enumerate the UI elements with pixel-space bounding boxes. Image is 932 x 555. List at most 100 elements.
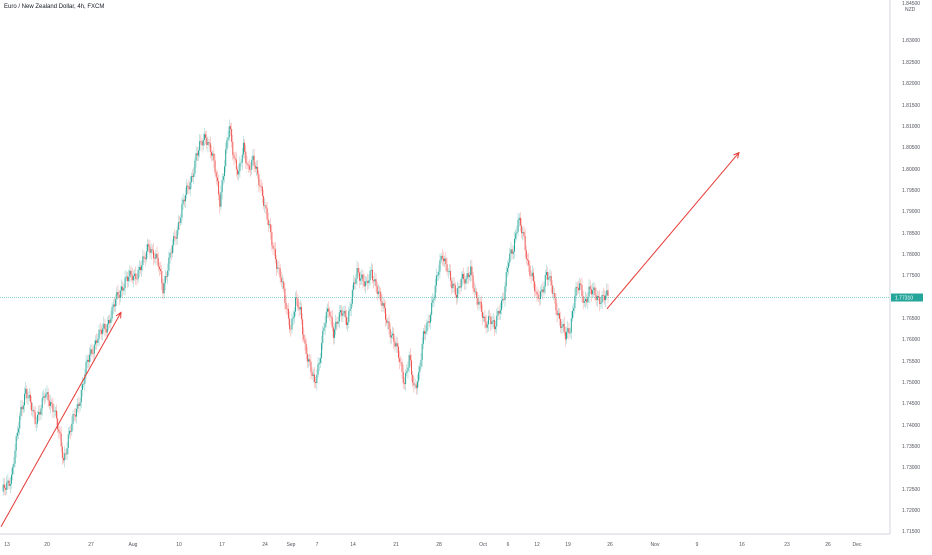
- candle-body: [156, 253, 158, 259]
- candle-body: [485, 321, 487, 328]
- candle-body: [400, 362, 402, 363]
- x-tick-label: Aug: [129, 542, 138, 548]
- candle-body: [502, 298, 504, 301]
- candle-body: [130, 270, 132, 275]
- candle-body: [548, 277, 550, 280]
- candle-body: [196, 153, 198, 156]
- candle-body: [244, 142, 246, 152]
- candle-body: [308, 359, 310, 362]
- candle-body: [554, 293, 556, 299]
- candle-body: [396, 343, 398, 347]
- candle-body: [504, 286, 506, 300]
- x-tick-label: 10: [176, 542, 182, 548]
- candle-body: [344, 310, 346, 318]
- candle-body: [447, 271, 449, 272]
- candle-body: [18, 428, 20, 433]
- candle-body: [271, 232, 273, 246]
- candle-body: [70, 430, 72, 432]
- candle-body: [209, 143, 211, 152]
- candle-body: [273, 248, 275, 250]
- candle-body: [189, 182, 191, 190]
- candle-body: [317, 364, 319, 375]
- candle-body: [506, 267, 508, 272]
- candle-body: [210, 151, 212, 156]
- candle-body: [266, 208, 268, 220]
- candle-body: [155, 253, 157, 259]
- candle-body: [76, 408, 78, 417]
- candle-body: [366, 280, 368, 282]
- candle-body: [426, 322, 428, 332]
- candle-body: [408, 355, 410, 368]
- candle-body: [438, 271, 440, 276]
- candle-body: [145, 251, 147, 260]
- candle-body: [48, 400, 50, 406]
- candle-body: [153, 250, 154, 259]
- candle-body: [556, 310, 558, 316]
- candle-body: [207, 142, 209, 146]
- candle-body: [23, 393, 25, 406]
- candle-body: [71, 423, 73, 432]
- candle-body: [532, 272, 534, 282]
- candle-body: [525, 250, 527, 260]
- candle-body: [450, 270, 452, 281]
- candle-body: [228, 126, 230, 138]
- candle-body: [407, 367, 409, 372]
- candle-body: [493, 320, 495, 330]
- candle-body: [27, 397, 29, 399]
- candle-body: [569, 332, 571, 334]
- candle-body: [519, 217, 521, 226]
- candle-body: [503, 298, 505, 300]
- candle-body: [411, 360, 413, 375]
- candle-body: [535, 291, 537, 292]
- candle-body: [91, 349, 93, 354]
- candle-body: [87, 359, 89, 362]
- candle-body: [270, 224, 272, 233]
- y-tick-label: 1.78000: [902, 252, 920, 258]
- y-tick-label: 1.71500: [902, 529, 920, 535]
- candle-body: [25, 388, 27, 394]
- candle-body: [374, 279, 376, 282]
- candle-body: [171, 245, 173, 254]
- candle-body: [53, 411, 55, 413]
- candle-body: [415, 384, 417, 389]
- candle-body: [412, 374, 414, 384]
- candle-body: [558, 313, 560, 319]
- candle-body: [326, 308, 328, 312]
- candle-body: [599, 297, 601, 304]
- candle-body: [380, 291, 382, 302]
- candle-body: [601, 295, 603, 303]
- y-tick-label: 1.75000: [902, 380, 920, 386]
- candle-body: [466, 273, 468, 279]
- candle-body: [323, 327, 325, 331]
- candle-body: [563, 323, 565, 332]
- candle-body: [213, 153, 215, 161]
- candle-body: [252, 155, 254, 161]
- candle-body: [208, 142, 210, 144]
- candle-body: [518, 217, 520, 221]
- candle-body: [437, 275, 439, 276]
- candle-body: [381, 301, 383, 306]
- candle-body: [125, 276, 127, 278]
- y-tick-label: 1.83000: [902, 38, 920, 44]
- candle-body: [278, 267, 280, 269]
- x-tick-label: 16: [739, 542, 745, 548]
- candle-body: [219, 194, 221, 207]
- x-tick-label: 12: [534, 542, 540, 548]
- candle-body: [60, 433, 62, 447]
- y-tick-label: 1.73000: [902, 465, 920, 471]
- candle-body: [106, 324, 108, 333]
- candle-body: [136, 278, 138, 280]
- candle-body: [370, 269, 372, 271]
- candle-body: [571, 310, 573, 319]
- candle-body: [534, 281, 536, 292]
- candle-body: [445, 258, 447, 265]
- candle-body: [302, 319, 304, 335]
- candle-body: [555, 298, 557, 311]
- candle-body: [72, 414, 74, 424]
- candle-body: [37, 414, 39, 424]
- candle-body: [499, 310, 501, 314]
- candle-body: [587, 296, 589, 303]
- candle-body: [428, 321, 430, 323]
